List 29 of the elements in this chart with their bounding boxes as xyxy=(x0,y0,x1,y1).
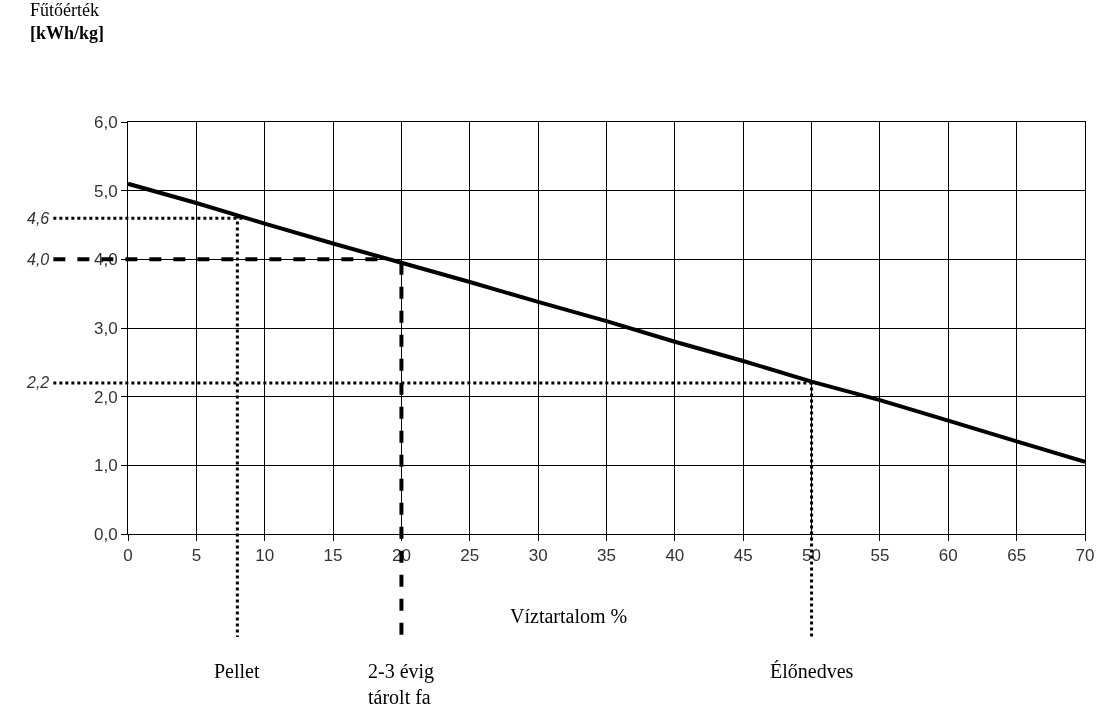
x-tick-label: 30 xyxy=(528,546,548,566)
y-tick-label: 2,0 xyxy=(93,387,118,407)
x-tick-label: 35 xyxy=(597,546,616,566)
ref-line-label: 2,2 xyxy=(26,374,50,391)
x-tick-label: 50 xyxy=(802,546,822,566)
x-axis-title: Víztartalom % xyxy=(510,605,628,627)
ref-line-label: 2-3 évig tárolt fa xyxy=(368,660,435,708)
y-tick-label: 4,0 xyxy=(93,250,118,270)
y-tick-label: 1,0 xyxy=(93,456,118,476)
x-tick-label: 10 xyxy=(255,546,275,566)
x-tick-label: 15 xyxy=(323,546,343,566)
ref-line-label: Pellet xyxy=(214,660,260,682)
x-tick-label: 60 xyxy=(938,546,958,566)
ref-line-label: Élőnedves xyxy=(770,660,854,682)
x-tick-label: 45 xyxy=(733,546,753,566)
x-tick-label: 5 xyxy=(191,546,202,566)
y-axis-title: Fűtőérték [kWh/kg] xyxy=(30,0,105,44)
ref-line-label: 4,0 xyxy=(27,251,50,268)
y-tick-label: 5,0 xyxy=(93,181,118,201)
x-tick-label: 40 xyxy=(665,546,685,566)
x-tick-label: 70 xyxy=(1075,546,1095,566)
x-tick-label: 55 xyxy=(870,546,890,566)
x-tick-label: 25 xyxy=(460,546,480,566)
y-tick-label: 3,0 xyxy=(93,318,118,338)
y-tick-label: 0,0 xyxy=(93,524,118,544)
y-tick-label: 6,0 xyxy=(93,112,118,132)
x-tick-label: 65 xyxy=(1007,546,1027,566)
ref-line-label: 4,6 xyxy=(27,210,50,227)
x-tick-label: 0 xyxy=(123,546,133,566)
